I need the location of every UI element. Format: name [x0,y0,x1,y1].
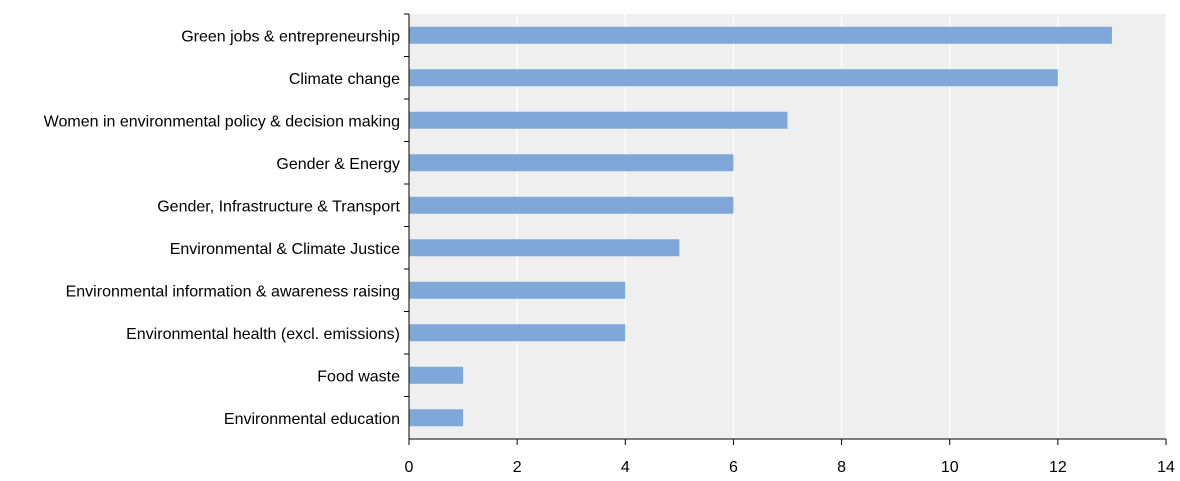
x-tick-label: 10 [941,459,959,476]
x-tick-label: 0 [405,459,414,476]
category-label: Green jobs & entrepreneurship [181,28,400,45]
category-label: Environmental information & awareness ra… [66,283,400,300]
bar [409,196,734,214]
category-label: Gender, Infrastructure & Transport [157,198,400,215]
bars [409,26,1112,427]
x-tick-label: 2 [513,459,522,476]
bar [409,366,464,384]
bar [409,239,680,257]
x-tick-labels: 0 2 4 6 8 10 12 14 [405,439,1175,476]
bar [409,409,464,427]
bar [409,69,1058,87]
bar [409,154,734,172]
x-tick-label: 4 [621,459,630,476]
category-label: Environmental health (excl. emissions) [126,326,400,343]
bar [409,111,788,129]
x-tick-label: 6 [729,459,738,476]
category-label: Food waste [317,368,400,385]
bar [409,26,1112,44]
category-label: Environmental education [224,411,400,428]
category-label: Gender & Energy [276,156,400,173]
bar [409,281,626,299]
category-label: Climate change [289,71,400,88]
x-tick-label: 14 [1157,459,1175,476]
category-label: Women in environmental policy & decision… [44,113,400,130]
category-label: Environmental & Climate Justice [170,241,400,258]
category-labels: Green jobs & entrepreneurship Climate cha… [44,13,409,428]
x-tick-label: 12 [1049,459,1067,476]
x-tick-label: 8 [837,459,846,476]
bar [409,324,626,342]
